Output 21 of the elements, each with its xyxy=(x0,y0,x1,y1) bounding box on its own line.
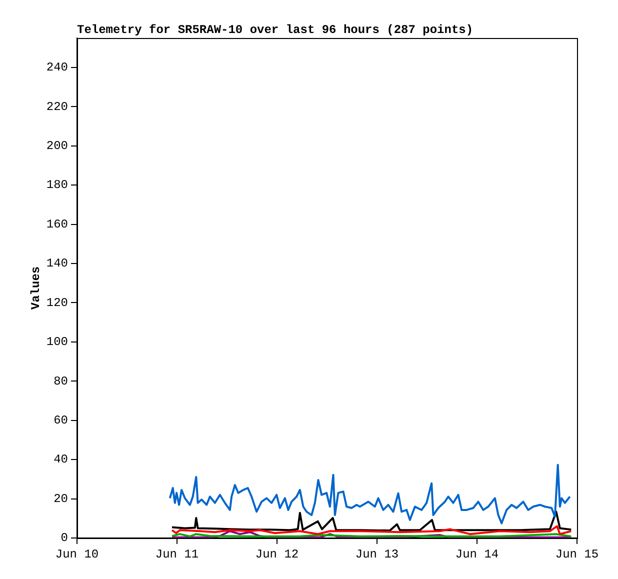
y-tick-label: 80 xyxy=(54,374,68,388)
y-tick-label: 100 xyxy=(46,335,68,350)
x-tick-label: Jun 14 xyxy=(455,547,499,562)
y-tick-label: 200 xyxy=(46,139,68,154)
x-tick-label: Jun 13 xyxy=(355,547,399,562)
y-tick-label: 60 xyxy=(54,414,68,428)
x-tick-label: Jun 12 xyxy=(255,547,299,562)
y-tick-label: 240 xyxy=(46,60,68,75)
y-tick-label: 120 xyxy=(46,296,68,310)
y-tick-label: 20 xyxy=(54,492,68,506)
x-tick-label: Jun 15 xyxy=(555,547,599,562)
y-tick-label: 140 xyxy=(46,256,68,271)
y-axis-title: Values xyxy=(29,266,44,310)
y-tick-label: 180 xyxy=(46,178,68,192)
y-tick-label: 40 xyxy=(54,452,68,467)
chart-title: Telemetry for SR5RAW-10 over last 96 hours (287 points) xyxy=(77,23,474,38)
x-tick-label: Jun 10 xyxy=(55,547,99,562)
y-tick-label: 220 xyxy=(46,100,68,114)
y-tick-label: 160 xyxy=(46,217,68,232)
y-tick-label: 0 xyxy=(60,531,68,546)
x-tick-label: Jun 11 xyxy=(155,547,199,562)
